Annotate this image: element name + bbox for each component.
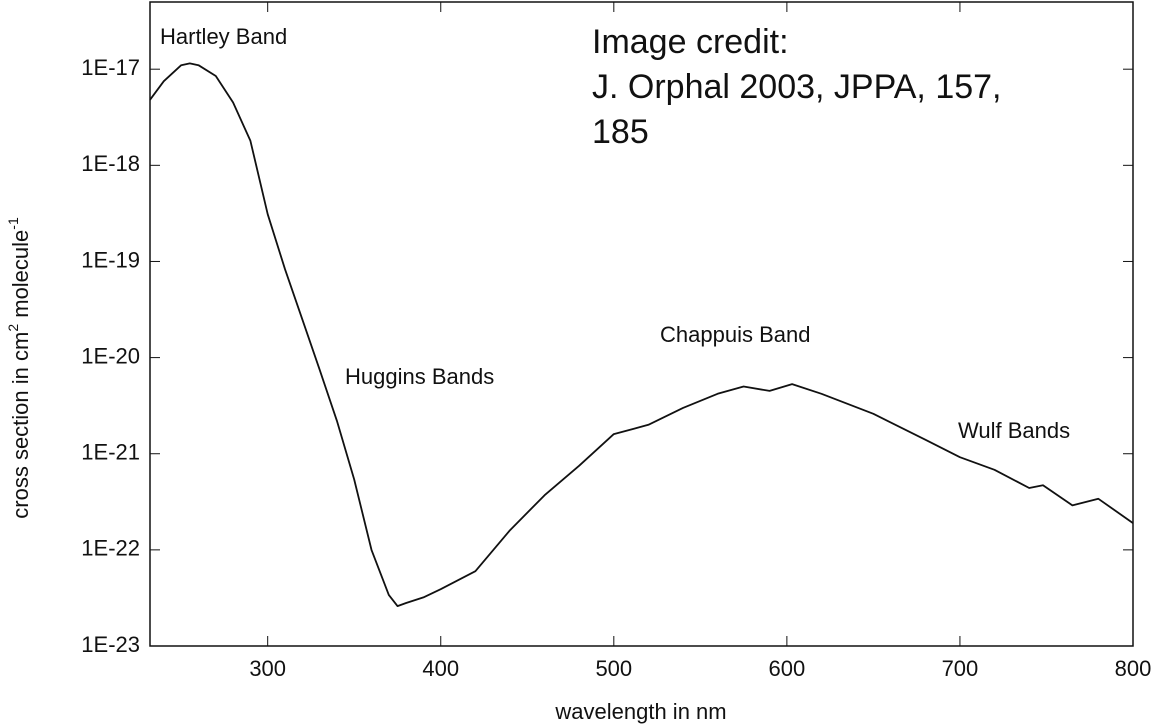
x-tick-label: 700 — [942, 656, 979, 681]
annotation: Wulf Bands — [958, 418, 1070, 443]
y-label-text: cross section in cm — [8, 332, 33, 519]
y-label-sup: 2 — [5, 324, 21, 332]
x-tick-label: 500 — [595, 656, 632, 681]
plot-frame — [149, 1, 1134, 647]
y-label-text: molecule — [8, 230, 33, 324]
y-label-sup: -1 — [5, 217, 21, 230]
y-axis-label: cross section in cm2 molecule-1 — [5, 217, 33, 519]
x-tick-label: 400 — [422, 656, 459, 681]
x-axis-label: wavelength in nm — [554, 699, 726, 724]
y-tick-label: 1E-22 — [81, 536, 140, 561]
y-tick-label: 1E-20 — [81, 343, 140, 368]
x-tick-label: 300 — [249, 656, 286, 681]
y-tick-label: 1E-19 — [81, 247, 140, 272]
annotation: Chappuis Band — [660, 322, 810, 347]
annotation: Hartley Band — [160, 24, 287, 49]
y-tick-label: 1E-17 — [81, 55, 140, 80]
y-tick-label: 1E-23 — [81, 632, 140, 657]
x-tick-label: 800 — [1115, 656, 1152, 681]
credit-line: Image credit: — [592, 23, 789, 61]
x-tick-label: 600 — [769, 656, 806, 681]
data-line — [149, 62, 1134, 607]
y-tick-label: 1E-21 — [81, 440, 140, 465]
credit-line: 185 — [592, 113, 649, 151]
annotation: Huggins Bands — [345, 364, 494, 389]
credit-line: J. Orphal 2003, JPPA, 157, — [592, 68, 1002, 106]
y-tick-label: 1E-18 — [81, 151, 140, 176]
